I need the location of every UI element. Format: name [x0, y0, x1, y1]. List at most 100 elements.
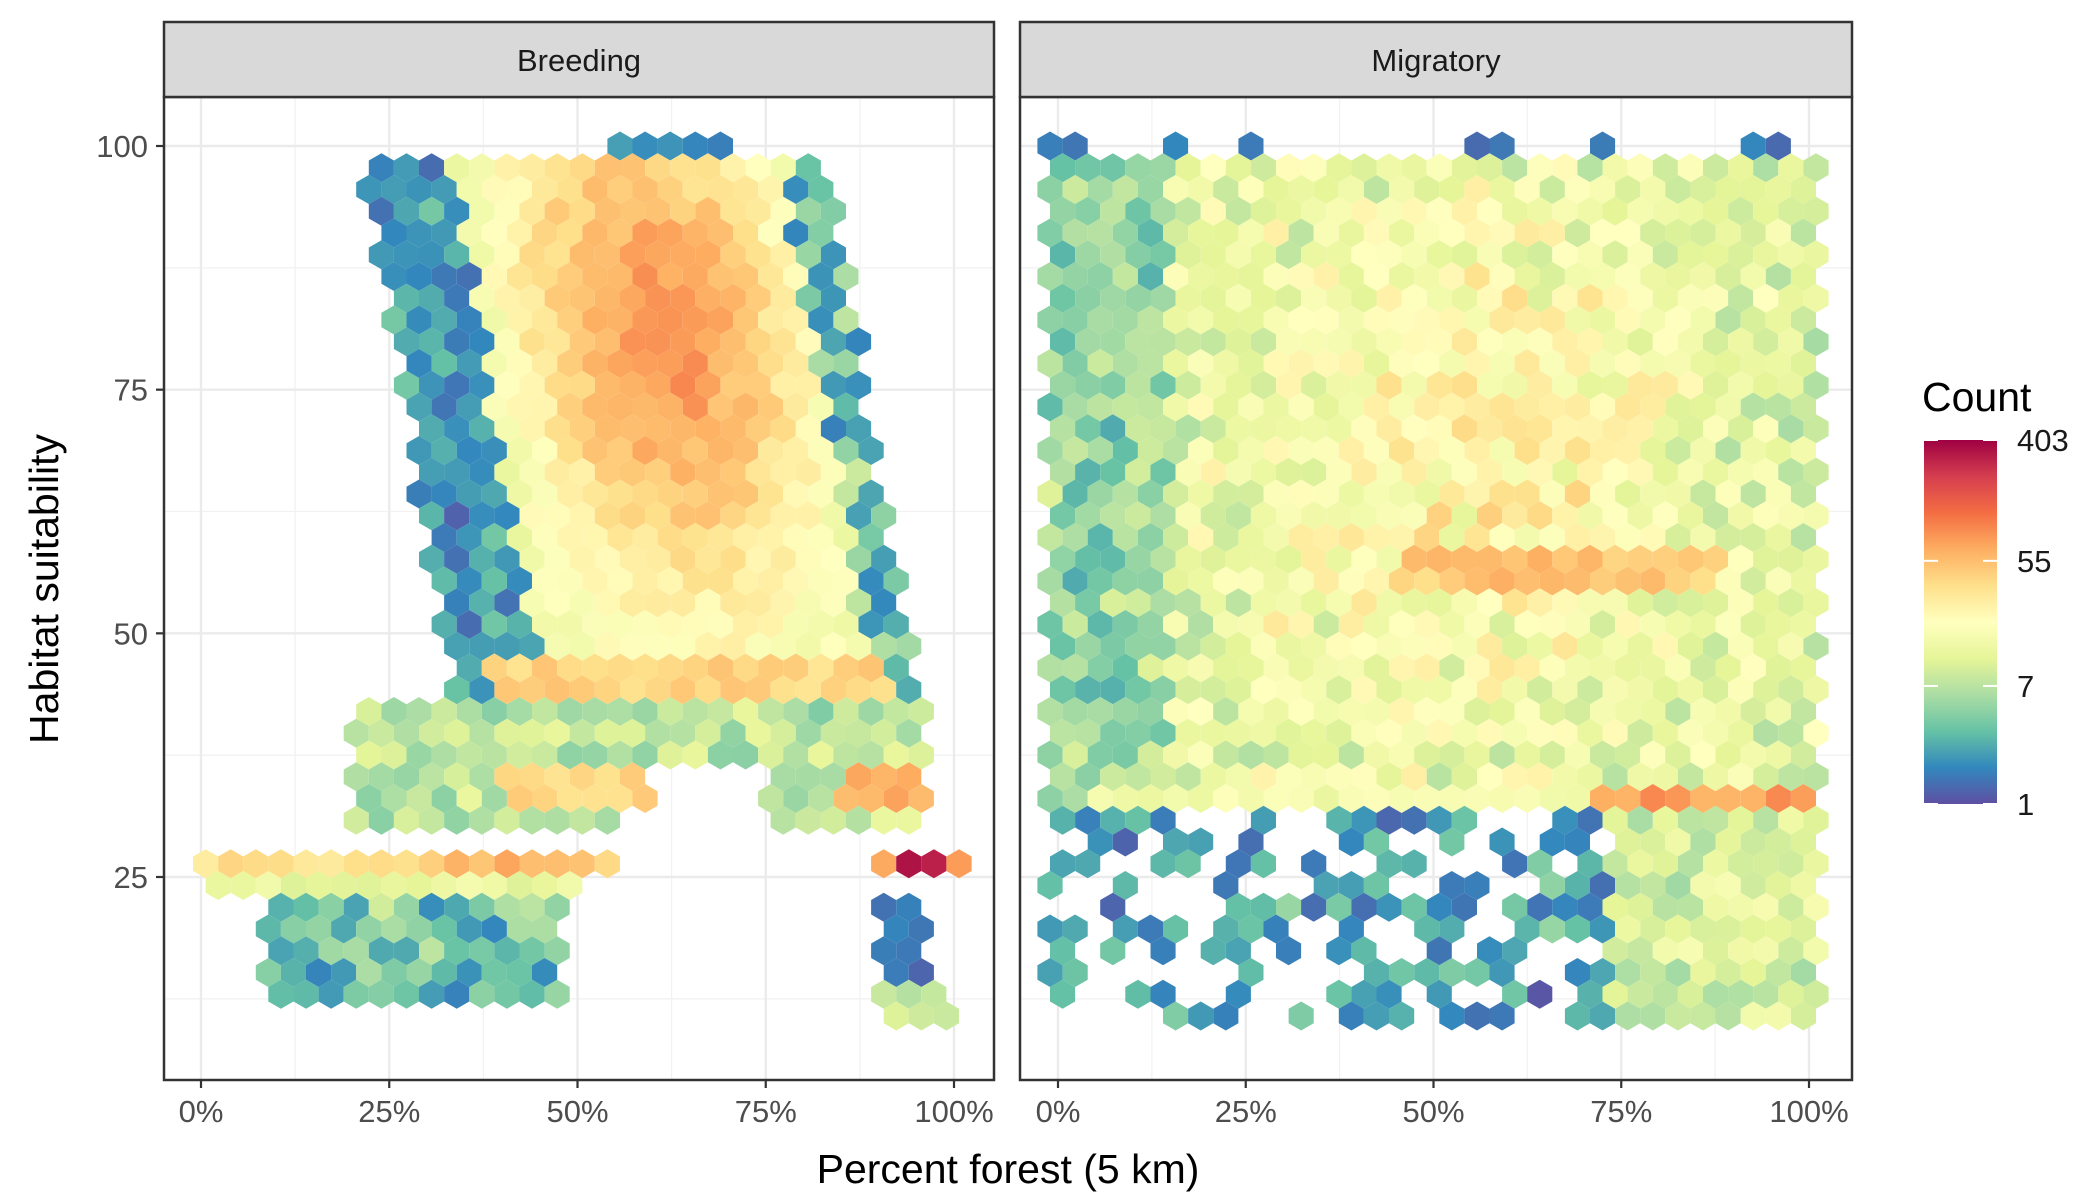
hexbin-cell: [1276, 370, 1302, 400]
hexbin-cell: [1514, 218, 1540, 248]
hexbin-cell: [1087, 610, 1113, 639]
hexbin-cell: [1100, 457, 1126, 487]
hexbin-cell: [883, 914, 909, 944]
hexbin-cell: [808, 262, 834, 291]
hexbin-cell: [1778, 675, 1804, 705]
hexbin-cell: [1740, 653, 1766, 683]
hexbin-cell: [1125, 588, 1151, 618]
hexbin-cell: [1753, 457, 1779, 487]
hexbin-cell: [632, 436, 658, 465]
hexbin-cell: [1188, 436, 1214, 465]
hexbin-cell: [670, 457, 696, 487]
hexbin-cell: [1477, 501, 1503, 531]
hexbin-cell: [670, 501, 696, 531]
hexbin-cell: [569, 718, 595, 748]
hexbin-cell: [1640, 436, 1666, 465]
hexbin-cell: [1276, 892, 1302, 922]
hexbin-cell: [783, 610, 809, 639]
hexbin-cell: [1351, 762, 1377, 792]
hexbin-cell: [1464, 131, 1490, 161]
hexbin-cell: [1087, 218, 1113, 248]
hexbin-cell: [1489, 523, 1515, 552]
hexbin-cell: [1627, 805, 1653, 835]
hexbin-cell: [419, 849, 445, 879]
hexbin-cell: [670, 588, 696, 618]
hexbin-cell: [1640, 566, 1666, 596]
hexbin-cell: [469, 718, 495, 748]
hexbin-cell: [1527, 762, 1553, 792]
hexbin-cell: [594, 544, 620, 574]
hexbin-cell: [657, 740, 683, 770]
hexbin-cell: [1602, 240, 1628, 270]
hexbin-cell: [1602, 414, 1628, 444]
hexbin-cell: [1200, 457, 1226, 487]
hexbin-cell: [1426, 457, 1452, 487]
hexbin-cell: [1803, 805, 1829, 835]
hexbin-cell: [1728, 849, 1754, 879]
hexbin-cell: [1539, 392, 1565, 422]
hexbin-cell: [456, 653, 482, 683]
hexbin-cell: [1778, 370, 1804, 400]
hexbin-cell: [1175, 631, 1201, 661]
hexbin-cell: [670, 370, 696, 400]
hexbin-cell: [1200, 327, 1226, 357]
hexbin-cell: [1690, 349, 1716, 378]
hexbin-cell: [569, 283, 595, 313]
hexbin-cell: [1590, 392, 1616, 422]
hexbin-cell: [1037, 262, 1063, 291]
hexbin-cell: [406, 784, 432, 813]
hexbin-cell: [494, 588, 520, 618]
hexbin-cell: [557, 305, 583, 335]
hexbin-cell: [645, 283, 671, 313]
hexbin-cell: [1665, 523, 1691, 552]
hexbin-cell: [506, 175, 532, 204]
hexbin-cell: [544, 979, 570, 1009]
hexbin-cell: [846, 631, 872, 661]
hexbin-cell: [632, 479, 658, 509]
hexbin-cell: [657, 175, 683, 204]
hexbin-cell: [1326, 762, 1352, 792]
hexbin-cell: [745, 457, 771, 487]
hexbin-cell: [582, 784, 608, 813]
hexbin-cell: [770, 196, 796, 226]
hexbin-cell: [1439, 653, 1465, 683]
hexbin-cell: [1615, 349, 1641, 378]
hexbin-cell: [1514, 784, 1540, 813]
hexbin-cell: [908, 958, 934, 987]
hexbin-cell: [1602, 936, 1628, 966]
hexbin-cell: [833, 262, 859, 291]
hexbin-cell: [1213, 740, 1239, 770]
colorbar: [1924, 440, 1997, 804]
hexbin-cell: [519, 414, 545, 444]
hexbin-cell: [770, 327, 796, 357]
hexbin-cell: [406, 175, 432, 204]
hexbin-cell: [1539, 305, 1565, 335]
hexbin-cell: [1213, 523, 1239, 552]
hexbin-cell: [419, 718, 445, 748]
hexbin-cell: [444, 631, 470, 661]
hexbin-cell: [1037, 784, 1063, 813]
hexbin-cell: [1037, 218, 1063, 248]
hexbin-cell: [1728, 762, 1754, 792]
hexbin-cell: [582, 479, 608, 509]
hexbin-cell: [1075, 327, 1101, 357]
hexbin-cell: [620, 631, 646, 661]
hexbin-cell: [707, 262, 733, 291]
hexbin-cell: [1690, 653, 1716, 683]
hexbin-cell: [1301, 631, 1327, 661]
hexbin-cell: [494, 675, 520, 705]
hexbin-cell: [381, 784, 407, 813]
hexbin-cell: [1740, 784, 1766, 813]
hexbin-cell: [607, 610, 633, 639]
hexbin-cell: [1502, 675, 1528, 705]
hexbin-cell: [1640, 827, 1666, 857]
hexbin-cell: [1552, 153, 1578, 183]
hexbin-cell: [1677, 718, 1703, 748]
hexbin-cell: [1489, 218, 1515, 248]
hexbin-cell: [1050, 718, 1076, 748]
hexbin-cell: [607, 131, 633, 161]
hexbin-cell: [1665, 610, 1691, 639]
hexbin-cell: [1238, 262, 1264, 291]
hexbin-cell: [1451, 544, 1477, 574]
hexbin-cell: [1200, 283, 1226, 313]
